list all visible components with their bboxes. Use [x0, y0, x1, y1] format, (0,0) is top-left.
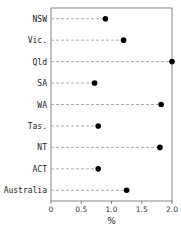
dot — [121, 37, 127, 43]
stem — [51, 190, 127, 191]
dot — [103, 16, 109, 22]
stem — [51, 61, 172, 62]
x-tick-label: 0 — [49, 205, 54, 214]
x-tick-label: 2.0 — [166, 205, 178, 214]
stem — [51, 40, 124, 41]
x-tick — [51, 201, 52, 204]
chart-svg: 0 0.5 1.0 1.5 2.0% NSW Vic. Qld SA WA Tas. NT ACT Aus… — [0, 0, 181, 231]
plot-frame — [51, 8, 172, 201]
dot — [92, 80, 98, 86]
stem — [51, 125, 98, 126]
dot — [95, 123, 101, 129]
stem — [51, 104, 161, 105]
y-tick-label: Qld — [33, 58, 48, 67]
dot — [157, 145, 163, 151]
dot — [95, 166, 101, 172]
x-tick — [141, 201, 142, 204]
x-tick-label: 1.5 — [136, 205, 148, 214]
y-tick-label: ACT — [33, 165, 48, 174]
x-tick-label: 0.5 — [75, 205, 87, 214]
chart-container: 0 0.5 1.0 1.5 2.0% NSW Vic. Qld SA WA Tas. NT ACT Aus… — [0, 0, 181, 231]
dot — [124, 187, 130, 193]
x-tick — [172, 201, 173, 204]
x-tick — [81, 201, 82, 204]
dot — [158, 102, 164, 108]
stem — [51, 168, 98, 169]
y-tick-label: Tas. — [28, 122, 47, 131]
y-tick-label: Australia — [4, 186, 48, 195]
stem — [51, 147, 160, 148]
y-tick-label: NT — [37, 143, 47, 152]
y-tick-label: NSW — [33, 15, 48, 24]
y-tick-label: SA — [37, 79, 47, 88]
marks — [51, 16, 175, 193]
x-axis-label: % — [107, 216, 116, 226]
stem — [51, 18, 105, 19]
stem — [51, 83, 95, 84]
dot — [169, 59, 175, 65]
y-tick-label: Vic. — [28, 36, 47, 45]
y-tick-label: WA — [37, 101, 47, 110]
x-tick — [111, 201, 112, 204]
x-tick-label: 1.0 — [106, 205, 118, 214]
